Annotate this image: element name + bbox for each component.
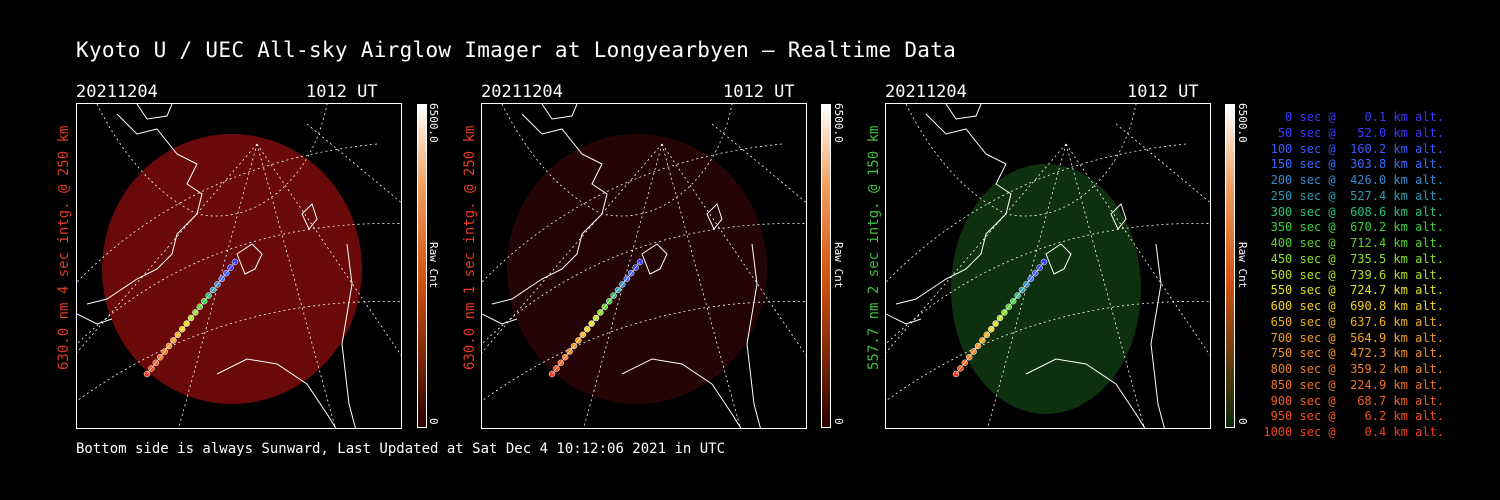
legend-entry: 900 sec @ 68.7 km alt. (1263, 393, 1444, 408)
panel-1-ylabel: 630.0 nm 4 sec intg. @ 250 km (56, 125, 72, 370)
panel-3-time: 1012 UT (1127, 82, 1199, 102)
panel-2-image (481, 103, 807, 429)
legend-entry: 100 sec @ 160.2 km alt. (1263, 141, 1444, 156)
legend-entry: 550 sec @ 724.7 km alt. (1263, 283, 1444, 298)
panel-2-cbar-min: 0 (832, 418, 845, 425)
footer-note: Bottom side is always Sunward, Last Upda… (76, 441, 726, 457)
panel-1-colorbar (417, 104, 427, 428)
panel-2-time: 1012 UT (723, 82, 795, 102)
legend-entry: 600 sec @ 690.8 km alt. (1263, 299, 1444, 313)
panel-3-cbar-unit: Raw Cnt (1236, 242, 1249, 289)
panel-1-time: 1012 UT (306, 82, 378, 102)
legend-entry: 150 sec @ 303.8 km alt. (1263, 157, 1444, 172)
panel-1-cbar-max: 6500.0 (427, 103, 440, 143)
panel-3-ylabel: 557.7 nm 2 sec intg. @ 150 km (866, 125, 882, 370)
panel-2-cbar-unit: Raw Cnt (832, 242, 845, 289)
legend-entry: 750 sec @ 472.3 km alt. (1263, 346, 1444, 361)
legend-entry: 0 sec @ 0.1 km alt. (1263, 110, 1444, 124)
panel-2-ylabel: 630.0 nm 1 sec intg. @ 250 km (462, 125, 478, 370)
legend-entry: 50 sec @ 52.0 km alt. (1263, 125, 1444, 140)
legend-entry: 400 sec @ 712.4 km alt. (1263, 236, 1444, 250)
panel-2-date: 20211204 (481, 82, 563, 102)
panel-3-colorbar (1225, 104, 1235, 428)
panel-2-cbar-max: 6500.0 (832, 103, 845, 143)
airglow-region (951, 164, 1141, 414)
legend-entry: 200 sec @ 426.0 km alt. (1263, 173, 1444, 187)
legend-entry: 450 sec @ 735.5 km alt. (1263, 251, 1444, 266)
panel-2-colorbar (821, 104, 831, 428)
legend-entry: 250 sec @ 527.4 km alt. (1263, 188, 1444, 203)
legend-entry: 500 sec @ 739.6 km alt. (1263, 267, 1444, 282)
legend-entry: 350 sec @ 670.2 km alt. (1263, 220, 1444, 235)
page-title: Kyoto U / UEC All-sky Airglow Imager at … (76, 38, 957, 62)
legend-entry: 950 sec @ 6.2 km alt. (1263, 409, 1444, 424)
panel-1-cbar-min: 0 (427, 418, 440, 425)
panel-3-image (885, 103, 1211, 429)
legend-entry: 1000 sec @ 0.4 km alt. (1263, 425, 1444, 439)
panel-1-cbar-unit: Raw Cnt (427, 242, 440, 289)
legend-entry: 650 sec @ 637.6 km alt. (1263, 314, 1444, 329)
panel-3-date: 20211204 (885, 82, 967, 102)
legend-entry: 800 sec @ 359.2 km alt. (1263, 362, 1444, 376)
legend-entry: 700 sec @ 564.9 km alt. (1263, 330, 1444, 345)
legend-entry: 300 sec @ 608.6 km alt. (1263, 204, 1444, 219)
panel-3-cbar-max: 6500.0 (1236, 103, 1249, 143)
legend-entry: 850 sec @ 224.9 km alt. (1263, 377, 1444, 392)
panel-3-cbar-min: 0 (1236, 418, 1249, 425)
panel-1-image (76, 103, 402, 429)
trajectory-legend: 0 sec @ 0.1 km alt. 50 sec @ 52.0 km alt… (1262, 110, 1444, 441)
panel-1-date: 20211204 (76, 82, 158, 102)
